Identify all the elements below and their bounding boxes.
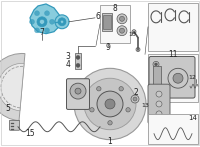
- Circle shape: [97, 87, 101, 91]
- Circle shape: [156, 91, 162, 97]
- Circle shape: [108, 121, 112, 125]
- Circle shape: [76, 63, 80, 67]
- Circle shape: [120, 28, 124, 33]
- Circle shape: [154, 63, 158, 66]
- Bar: [100, 5, 130, 43]
- Circle shape: [40, 19, 44, 24]
- Polygon shape: [30, 4, 60, 34]
- Circle shape: [154, 91, 158, 94]
- Circle shape: [132, 30, 136, 34]
- Text: 12: 12: [188, 75, 196, 80]
- Circle shape: [90, 108, 94, 112]
- Circle shape: [44, 28, 50, 33]
- Text: 3: 3: [66, 52, 70, 61]
- Circle shape: [30, 19, 35, 24]
- Circle shape: [173, 73, 183, 83]
- Circle shape: [44, 11, 50, 16]
- Text: 11: 11: [168, 50, 178, 59]
- Circle shape: [75, 88, 81, 94]
- Circle shape: [50, 19, 54, 24]
- Circle shape: [153, 61, 159, 67]
- Circle shape: [133, 97, 137, 101]
- Circle shape: [117, 26, 127, 36]
- Circle shape: [156, 111, 162, 117]
- Text: 5: 5: [6, 104, 10, 113]
- Bar: [11, 126, 14, 127]
- Text: 1: 1: [108, 137, 112, 146]
- Circle shape: [120, 16, 124, 21]
- Bar: [148, 55, 198, 102]
- Bar: [11, 129, 14, 130]
- Circle shape: [97, 91, 123, 117]
- Circle shape: [168, 68, 188, 88]
- Bar: [11, 123, 14, 124]
- Bar: [148, 114, 198, 144]
- Circle shape: [84, 78, 136, 130]
- Circle shape: [76, 55, 80, 59]
- Circle shape: [34, 11, 40, 16]
- Circle shape: [55, 15, 69, 29]
- Bar: [148, 3, 198, 51]
- Wedge shape: [0, 63, 24, 111]
- Text: 9: 9: [106, 43, 110, 52]
- Text: 14: 14: [189, 115, 197, 121]
- FancyBboxPatch shape: [10, 120, 20, 130]
- Circle shape: [37, 17, 47, 27]
- FancyBboxPatch shape: [149, 56, 195, 98]
- Bar: [103, 15, 111, 29]
- Text: 7: 7: [40, 28, 44, 37]
- Circle shape: [153, 89, 159, 95]
- Bar: [153, 66, 161, 88]
- Circle shape: [35, 28, 40, 33]
- Circle shape: [70, 83, 86, 99]
- Text: 15: 15: [25, 129, 35, 138]
- FancyBboxPatch shape: [66, 79, 90, 109]
- Circle shape: [136, 47, 140, 51]
- Circle shape: [119, 87, 123, 91]
- Circle shape: [131, 95, 139, 103]
- Bar: [102, 13, 112, 31]
- Circle shape: [156, 101, 162, 107]
- Text: 8: 8: [113, 4, 117, 13]
- Text: 4: 4: [66, 60, 70, 69]
- Text: 6: 6: [96, 12, 100, 21]
- Circle shape: [117, 14, 127, 24]
- Text: 13: 13: [141, 103, 149, 108]
- Text: 2: 2: [134, 88, 138, 97]
- Circle shape: [105, 99, 115, 109]
- Bar: [75, 54, 81, 69]
- Circle shape: [126, 108, 130, 112]
- Circle shape: [74, 68, 146, 140]
- Circle shape: [60, 20, 64, 23]
- Circle shape: [58, 18, 66, 26]
- Text: 10: 10: [128, 32, 136, 37]
- FancyBboxPatch shape: [148, 84, 170, 124]
- Wedge shape: [0, 54, 25, 121]
